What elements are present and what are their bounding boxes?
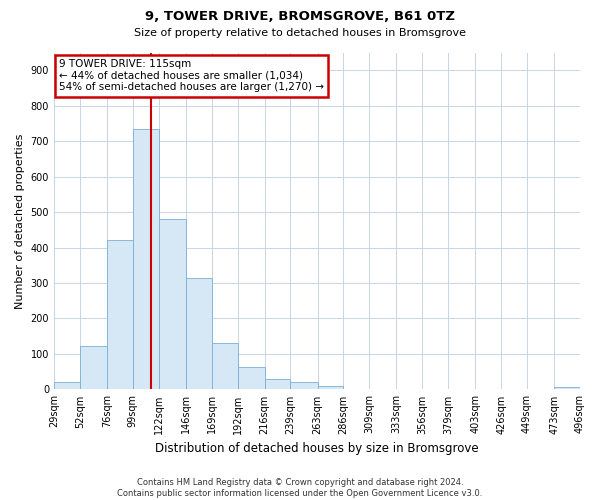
Bar bbox=[554, 387, 580, 390]
Bar bbox=[133, 129, 158, 390]
Text: 9 TOWER DRIVE: 115sqm
← 44% of detached houses are smaller (1,034)
54% of semi-d: 9 TOWER DRIVE: 115sqm ← 44% of detached … bbox=[59, 59, 324, 92]
Y-axis label: Number of detached properties: Number of detached properties bbox=[15, 134, 25, 308]
Text: Contains HM Land Registry data © Crown copyright and database right 2024.
Contai: Contains HM Land Registry data © Crown c… bbox=[118, 478, 482, 498]
Bar bbox=[107, 240, 133, 390]
Bar bbox=[54, 382, 80, 390]
Bar bbox=[80, 346, 107, 390]
Text: Size of property relative to detached houses in Bromsgrove: Size of property relative to detached ho… bbox=[134, 28, 466, 38]
X-axis label: Distribution of detached houses by size in Bromsgrove: Distribution of detached houses by size … bbox=[155, 442, 479, 455]
Bar bbox=[212, 344, 238, 390]
Bar bbox=[186, 278, 212, 390]
Bar bbox=[238, 368, 265, 390]
Bar bbox=[317, 386, 343, 390]
Text: 9, TOWER DRIVE, BROMSGROVE, B61 0TZ: 9, TOWER DRIVE, BROMSGROVE, B61 0TZ bbox=[145, 10, 455, 23]
Bar bbox=[265, 380, 290, 390]
Bar bbox=[158, 219, 186, 390]
Bar bbox=[290, 382, 317, 390]
